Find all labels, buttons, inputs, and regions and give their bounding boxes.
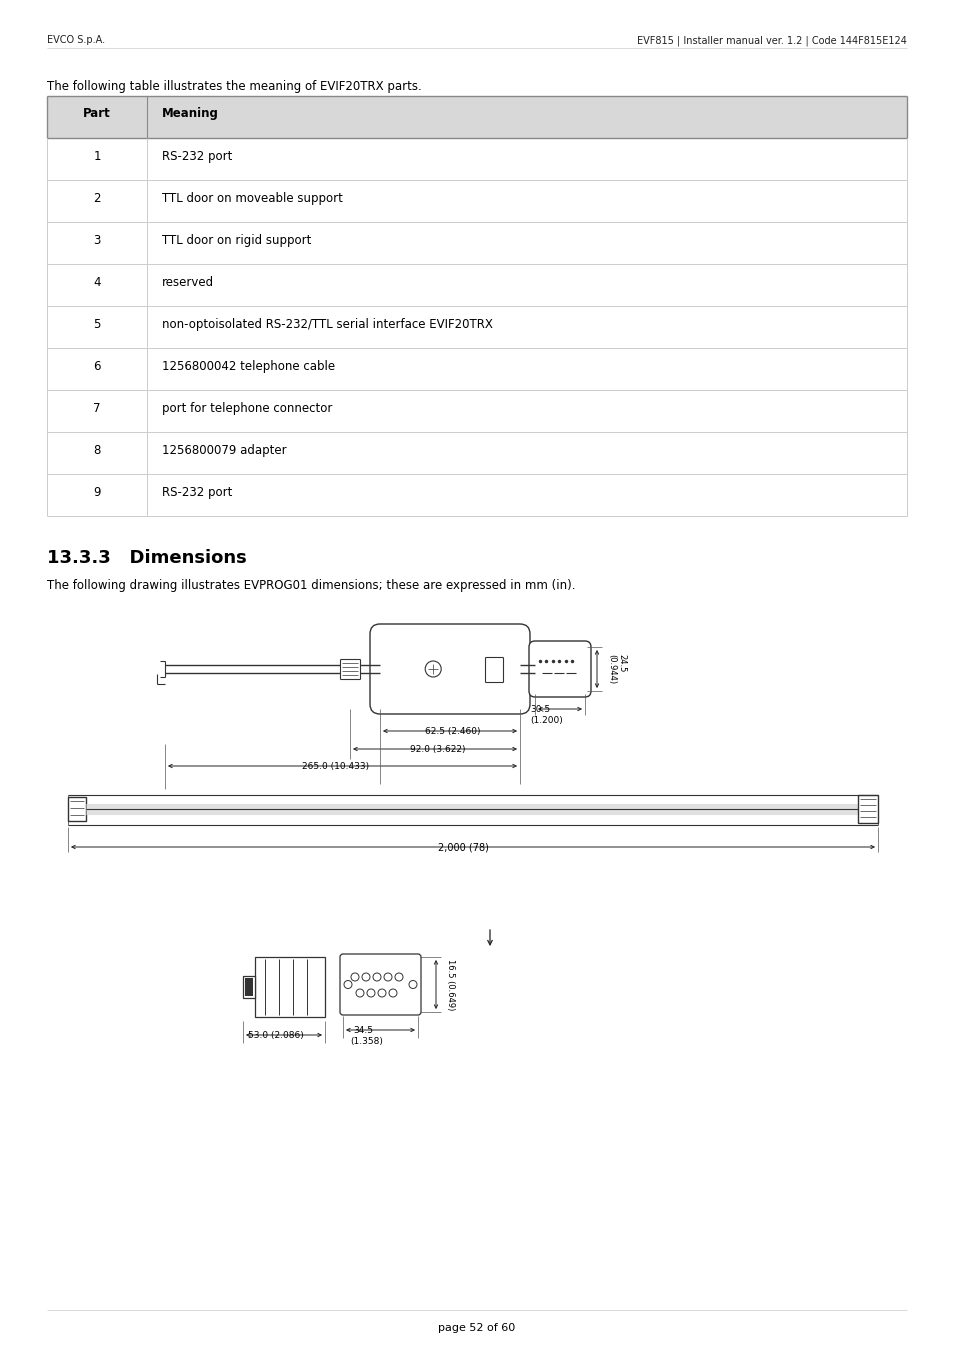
Text: RS-232 port: RS-232 port bbox=[162, 150, 233, 163]
Text: 5: 5 bbox=[93, 317, 101, 331]
Text: 53.0 (2.086): 53.0 (2.086) bbox=[248, 1031, 303, 1040]
Text: 265.0 (10.433): 265.0 (10.433) bbox=[302, 762, 369, 771]
Text: Meaning: Meaning bbox=[162, 107, 218, 120]
Text: Part: Part bbox=[83, 107, 111, 120]
Text: 13.3.3   Dimensions: 13.3.3 Dimensions bbox=[47, 549, 247, 567]
Text: TTL door on moveable support: TTL door on moveable support bbox=[162, 192, 342, 205]
Text: 2: 2 bbox=[93, 192, 101, 205]
Text: TTL door on rigid support: TTL door on rigid support bbox=[162, 234, 311, 247]
Bar bbox=[857, 794, 877, 823]
Text: 3: 3 bbox=[93, 234, 101, 247]
Bar bbox=[243, 975, 254, 998]
Text: 1: 1 bbox=[93, 150, 101, 163]
Bar bbox=[245, 978, 253, 996]
Text: 92.0 (3.622): 92.0 (3.622) bbox=[410, 744, 465, 754]
Bar bbox=[68, 797, 86, 821]
Text: (1.200): (1.200) bbox=[530, 716, 562, 725]
Text: reserved: reserved bbox=[162, 276, 213, 289]
Text: 8: 8 bbox=[93, 444, 101, 457]
Text: 1256800042 telephone cable: 1256800042 telephone cable bbox=[162, 359, 335, 373]
Text: page 52 of 60: page 52 of 60 bbox=[438, 1323, 515, 1333]
Text: The following table illustrates the meaning of EVIF20TRX parts.: The following table illustrates the mean… bbox=[47, 80, 421, 93]
Text: 62.5 (2.460): 62.5 (2.460) bbox=[424, 727, 480, 736]
Text: 24.5
(0.944): 24.5 (0.944) bbox=[606, 654, 626, 684]
Text: 4: 4 bbox=[93, 276, 101, 289]
FancyBboxPatch shape bbox=[529, 640, 590, 697]
Text: RS-232 port: RS-232 port bbox=[162, 486, 233, 499]
Text: 34.5: 34.5 bbox=[353, 1025, 373, 1035]
Text: port for telephone connector: port for telephone connector bbox=[162, 403, 332, 415]
Text: EVCO S.p.A.: EVCO S.p.A. bbox=[47, 35, 105, 45]
Text: 16.5 (0.649): 16.5 (0.649) bbox=[446, 959, 455, 1011]
Text: 2,000 (78): 2,000 (78) bbox=[437, 843, 488, 852]
FancyBboxPatch shape bbox=[370, 624, 530, 713]
Text: 7: 7 bbox=[93, 403, 101, 415]
Bar bbox=[47, 96, 906, 138]
Bar bbox=[254, 957, 325, 1017]
Text: EVF815 | Installer manual ver. 1.2 | Code 144F815E124: EVF815 | Installer manual ver. 1.2 | Cod… bbox=[637, 35, 906, 46]
Text: non-optoisolated RS-232/TTL serial interface EVIF20TRX: non-optoisolated RS-232/TTL serial inter… bbox=[162, 317, 493, 331]
Text: (1.358): (1.358) bbox=[350, 1038, 382, 1046]
Text: 30.5: 30.5 bbox=[530, 705, 550, 713]
Text: The following drawing illustrates EVPROG01 dimensions; these are expressed in mm: The following drawing illustrates EVPROG… bbox=[47, 580, 575, 592]
FancyBboxPatch shape bbox=[339, 954, 420, 1015]
Text: 9: 9 bbox=[93, 486, 101, 499]
Text: 1256800079 adapter: 1256800079 adapter bbox=[162, 444, 286, 457]
Text: 6: 6 bbox=[93, 359, 101, 373]
